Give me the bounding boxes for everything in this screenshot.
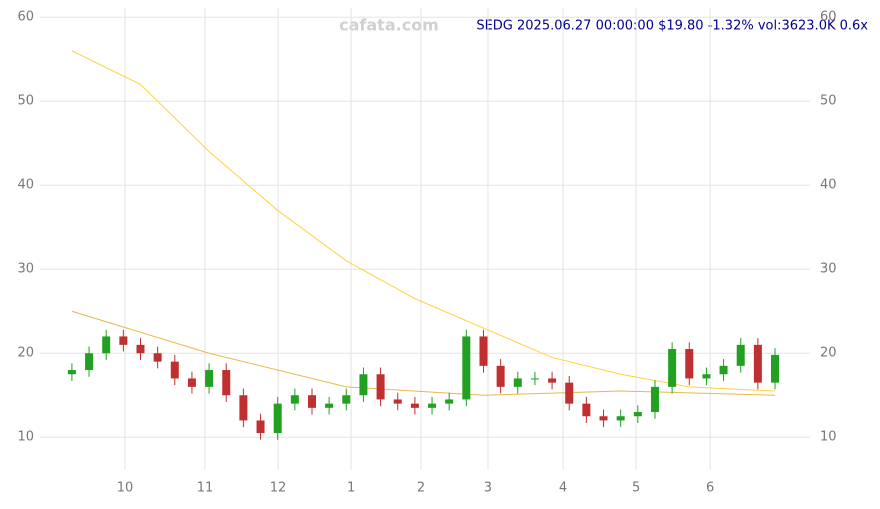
candle-body <box>410 403 419 408</box>
candle-body <box>633 412 642 417</box>
candle-body <box>359 374 368 396</box>
candle-body <box>685 349 694 379</box>
candle-body <box>325 403 334 408</box>
candle-body <box>239 395 248 421</box>
watermark: cafata.com <box>339 16 439 35</box>
candle-body <box>428 403 437 408</box>
candle-body <box>513 378 522 387</box>
candle-body <box>376 374 385 400</box>
y-tick-label-right: 60 <box>820 10 837 25</box>
candle-body <box>342 395 351 404</box>
candle-body <box>530 378 539 380</box>
y-tick-label-right: 30 <box>820 262 837 277</box>
candle-body <box>153 353 162 362</box>
x-tick-label: 6 <box>706 481 714 496</box>
candle-body <box>753 344 762 383</box>
candle-body <box>496 365 505 387</box>
candle-body <box>290 395 299 404</box>
candle-body <box>256 420 265 434</box>
candle-body <box>307 395 316 408</box>
y-tick-label: 30 <box>17 262 34 277</box>
y-tick-label-right: 10 <box>820 430 837 445</box>
y-tick-label-right: 40 <box>820 178 837 193</box>
candle-body <box>119 336 128 345</box>
candle-body <box>170 361 179 379</box>
x-tick-label: 1 <box>347 481 355 496</box>
candle-body <box>222 370 231 396</box>
candle-body <box>650 386 659 413</box>
candle-body <box>393 399 402 404</box>
x-tick-label: 11 <box>197 481 214 496</box>
moving-average <box>71 50 776 392</box>
candle-body <box>616 416 625 421</box>
x-tick-label: 2 <box>417 481 425 496</box>
moving-average <box>71 310 776 396</box>
candle-body <box>719 365 728 375</box>
y-tick-label-right: 20 <box>820 346 837 361</box>
x-tick-label: 5 <box>632 481 640 496</box>
chart-title: SEDG 2025.06.27 00:00:00 $19.80 -1.32% v… <box>476 19 868 34</box>
y-tick-label: 50 <box>17 94 34 109</box>
x-tick-label: 10 <box>117 481 134 496</box>
candle-body <box>582 403 591 417</box>
candle-body <box>187 378 196 387</box>
candle-body <box>67 370 76 375</box>
x-tick-label: 12 <box>270 481 287 496</box>
candle-body <box>736 344 745 366</box>
candle-body <box>273 403 282 434</box>
candle-body <box>548 378 557 383</box>
candle-body <box>462 336 471 400</box>
candle-body <box>771 354 780 383</box>
candle-body <box>136 344 145 354</box>
y-tick-label: 10 <box>17 430 34 445</box>
y-tick-label: 20 <box>17 346 34 361</box>
candle-body <box>702 374 711 379</box>
candle-body <box>599 416 608 421</box>
candle-body <box>205 370 214 387</box>
candle-body <box>102 336 111 354</box>
candle-body <box>445 399 454 404</box>
candle-body <box>479 336 488 366</box>
y-tick-label: 40 <box>17 178 34 193</box>
x-tick-label: 3 <box>484 481 492 496</box>
candle-body <box>565 382 574 404</box>
candle-body <box>668 349 677 387</box>
candle-body <box>85 353 94 371</box>
y-tick-label-right: 50 <box>820 94 837 109</box>
y-tick-label: 60 <box>17 10 34 25</box>
x-tick-label: 4 <box>559 481 567 496</box>
